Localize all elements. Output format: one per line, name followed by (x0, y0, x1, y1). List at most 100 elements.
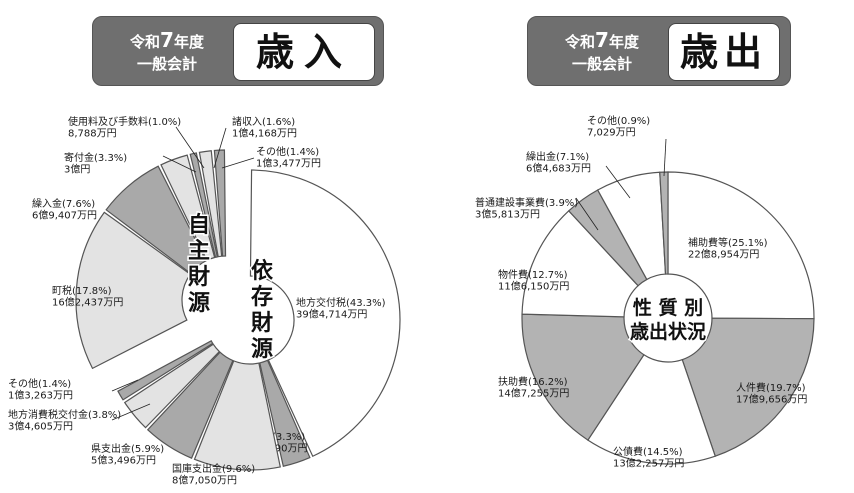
expenditure-slice (521, 210, 639, 318)
expenditure-slice-label: 繰出金(7.1%) 6億4,683万円 (526, 150, 591, 175)
expenditure-slice-label-line: 人件費(19.7%) (736, 381, 806, 394)
revenue-slice-label-line: 1億4,168万円 (232, 127, 297, 140)
expenditure-slice-label-line: 13億2,257万円 (613, 457, 684, 470)
revenue-leader-line (162, 155, 197, 173)
revenue-slice (160, 154, 216, 262)
revenue-year-number: 7 (160, 28, 174, 52)
revenue-slice (117, 340, 214, 401)
revenue-fiscal-year-label: 年度 (173, 33, 204, 51)
revenue-slice-label-line: 県支出金(5.9%) (91, 442, 164, 455)
revenue-slice-label-line: 国庫支出金(9.6%) (172, 462, 255, 475)
expenditure-leader-line (605, 165, 631, 199)
expenditure-slice-label-line: 物件費(12.7%) (498, 268, 568, 281)
expenditure-slice-label-line: 14億7,255万円 (498, 387, 569, 400)
expenditure-slice (659, 171, 669, 275)
revenue-slice-label-line: その他(1.4%) (256, 145, 319, 158)
revenue-slice-label-line: 寄付金(3.3%) (64, 151, 127, 164)
expenditure-slice (667, 171, 815, 320)
revenue-slice (259, 359, 311, 467)
revenue-slice (213, 149, 227, 257)
revenue-slice (249, 169, 401, 458)
revenue-slice-label-line: 39億4,714万円 (296, 308, 367, 321)
revenue-slice-label: 町税(17.8%) 16億2,437万円 (52, 284, 123, 309)
revenue-slice (123, 343, 221, 429)
expenditure-slice-label: 扶助費(16.2%) 14億7,255万円 (498, 375, 569, 400)
expenditure-slice-label: その他(0.9%) 7,029万円 (587, 114, 650, 139)
expenditure-slice-label-line: その他(0.9%) (587, 114, 650, 127)
revenue-slice-label: 地方消費税交付金(3.8%) 3億4,605万円 (8, 408, 121, 433)
revenue-slice-label-line: 8億7,050万円 (172, 474, 237, 487)
revenue-slice-label: 諸収入(1.6%) 1億4,168万円 (232, 115, 297, 140)
revenue-group-label-char: 存 (251, 284, 273, 310)
revenue-slice-label-line: 1億3,263万円 (8, 389, 73, 402)
revenue-slice-label-line: 5億3,496万円 (91, 454, 156, 467)
revenue-slice (146, 351, 234, 459)
revenue-slice (193, 360, 281, 471)
expenditure-slice-label-line: 7,029万円 (587, 128, 636, 139)
expenditure-slice-label: 公債費(14.5%) 13億2,257万円 (613, 445, 684, 470)
revenue-slice-label: その他(1.4%) 1億3,263万円 (8, 377, 73, 402)
expenditure-header-subtitle: 令和7年度 一般会計 (552, 29, 652, 75)
expenditure-slice-label: 補助費等(25.1%) 22億8,954万円 (688, 236, 768, 261)
revenue-slice-label-line: 3億4,605万円 (8, 420, 73, 433)
revenue-group-label-char: 主 (188, 239, 210, 264)
revenue-slice-label-line: 6億9,407万円 (32, 209, 97, 222)
revenue-leader-line (111, 379, 139, 392)
expenditure-slice-label-line: 補助費等(25.1%) (688, 236, 768, 249)
expenditure-account-label: 一般会計 (571, 55, 632, 73)
revenue-slice-label: その他(1.4%) 1億3,477万円 (256, 145, 321, 170)
revenue-account-label: 一般会計 (136, 55, 197, 73)
revenue-slice-label-line: 3億円 (64, 163, 90, 176)
revenue-slice-label-line: 繰入金(7.6%) (32, 197, 95, 210)
revenue-slice-label-line: 地方交付税(43.3%) (296, 296, 386, 309)
expenditure-slice-label-line: 繰出金(7.1%) (526, 150, 589, 163)
revenue-slice-label: 寄付金(3.3%) 3億円 (64, 151, 127, 176)
expenditure-slice (587, 353, 717, 465)
expenditure-slice (681, 317, 815, 457)
revenue-leader-line (175, 126, 205, 169)
expenditure-slice-label-line: 11億6,150万円 (498, 280, 569, 293)
revenue-group-label-char: 依 (251, 258, 274, 284)
revenue-slice (198, 150, 223, 258)
revenue-slice-label: 繰入金(7.6%) 6億9,407万円 (32, 197, 97, 222)
revenue-group-label-char: 財 (188, 265, 210, 290)
revenue-title: 歳入 (233, 23, 375, 81)
revenue-slice-label-line: 使用料及び手数料(1.0%) (68, 115, 181, 128)
expenditure-leader-line (663, 138, 667, 177)
revenue-group-label-char: 財 (251, 311, 273, 336)
revenue-slice-label-line: 8,788万円 (68, 129, 117, 140)
revenue-group-label-char: 自 (188, 212, 210, 238)
revenue-slice-label: 使用料及び手数料(1.0%) 8,788万円 (68, 115, 181, 140)
revenue-leader-line (221, 157, 255, 169)
revenue-slice-label: 地方交付税(43.3%) 39億4,714万円 (296, 296, 386, 321)
expenditure-era-label: 令和 (565, 33, 596, 51)
expenditure-slice-label-line: 17億9,656万円 (736, 393, 807, 406)
expenditure-slice-label: 普通建設事業費(3.9%) 3億5,813万円 (475, 196, 578, 221)
revenue-slice-label-line: 町税(17.8%) (52, 284, 112, 297)
revenue-slice-label-line: 地方消費税交付金(3.8%) (8, 408, 121, 421)
revenue-slice-label-line: その他(1.4%) (8, 377, 71, 390)
revenue-slice-label: 県支出金(5.9%) 5億3,496万円 (91, 442, 164, 467)
revenue-era-label: 令和 (130, 33, 161, 51)
expenditure-slice-label-line: 3億5,813万円 (475, 208, 540, 221)
expenditure-slice-label-line: 6億4,683万円 (526, 162, 591, 175)
revenue-leader-line (111, 403, 151, 421)
expenditure-center-label: 性 質 別 (633, 296, 703, 319)
revenue-group-label-char: 源 (188, 291, 210, 316)
revenue-slice (75, 211, 192, 370)
revenue-slice (189, 152, 219, 258)
revenue-slice-label: 国庫支出金(9.6%) 8億7,050万円 (172, 462, 255, 487)
expenditure-year-number: 7 (595, 28, 609, 52)
expenditure-slice-label-line: 普通建設事業費(3.9%) (475, 196, 578, 209)
expenditure-header-banner: 令和7年度 一般会計 歳出 (527, 16, 791, 86)
revenue-slice-label-line: 1億3,477万円 (256, 157, 321, 170)
revenue-group-label-char: 源 (251, 337, 273, 362)
expenditure-fiscal-year-label: 年度 (608, 33, 639, 51)
expenditure-title: 歳出 (668, 23, 780, 81)
expenditure-slice-label-line: 公債費(14.5%) (613, 445, 683, 458)
revenue-header-banner: 令和7年度 一般会計 歳入 (92, 16, 384, 86)
expenditure-slice (521, 313, 645, 441)
expenditure-center-label: 歳出状況 (630, 320, 706, 343)
